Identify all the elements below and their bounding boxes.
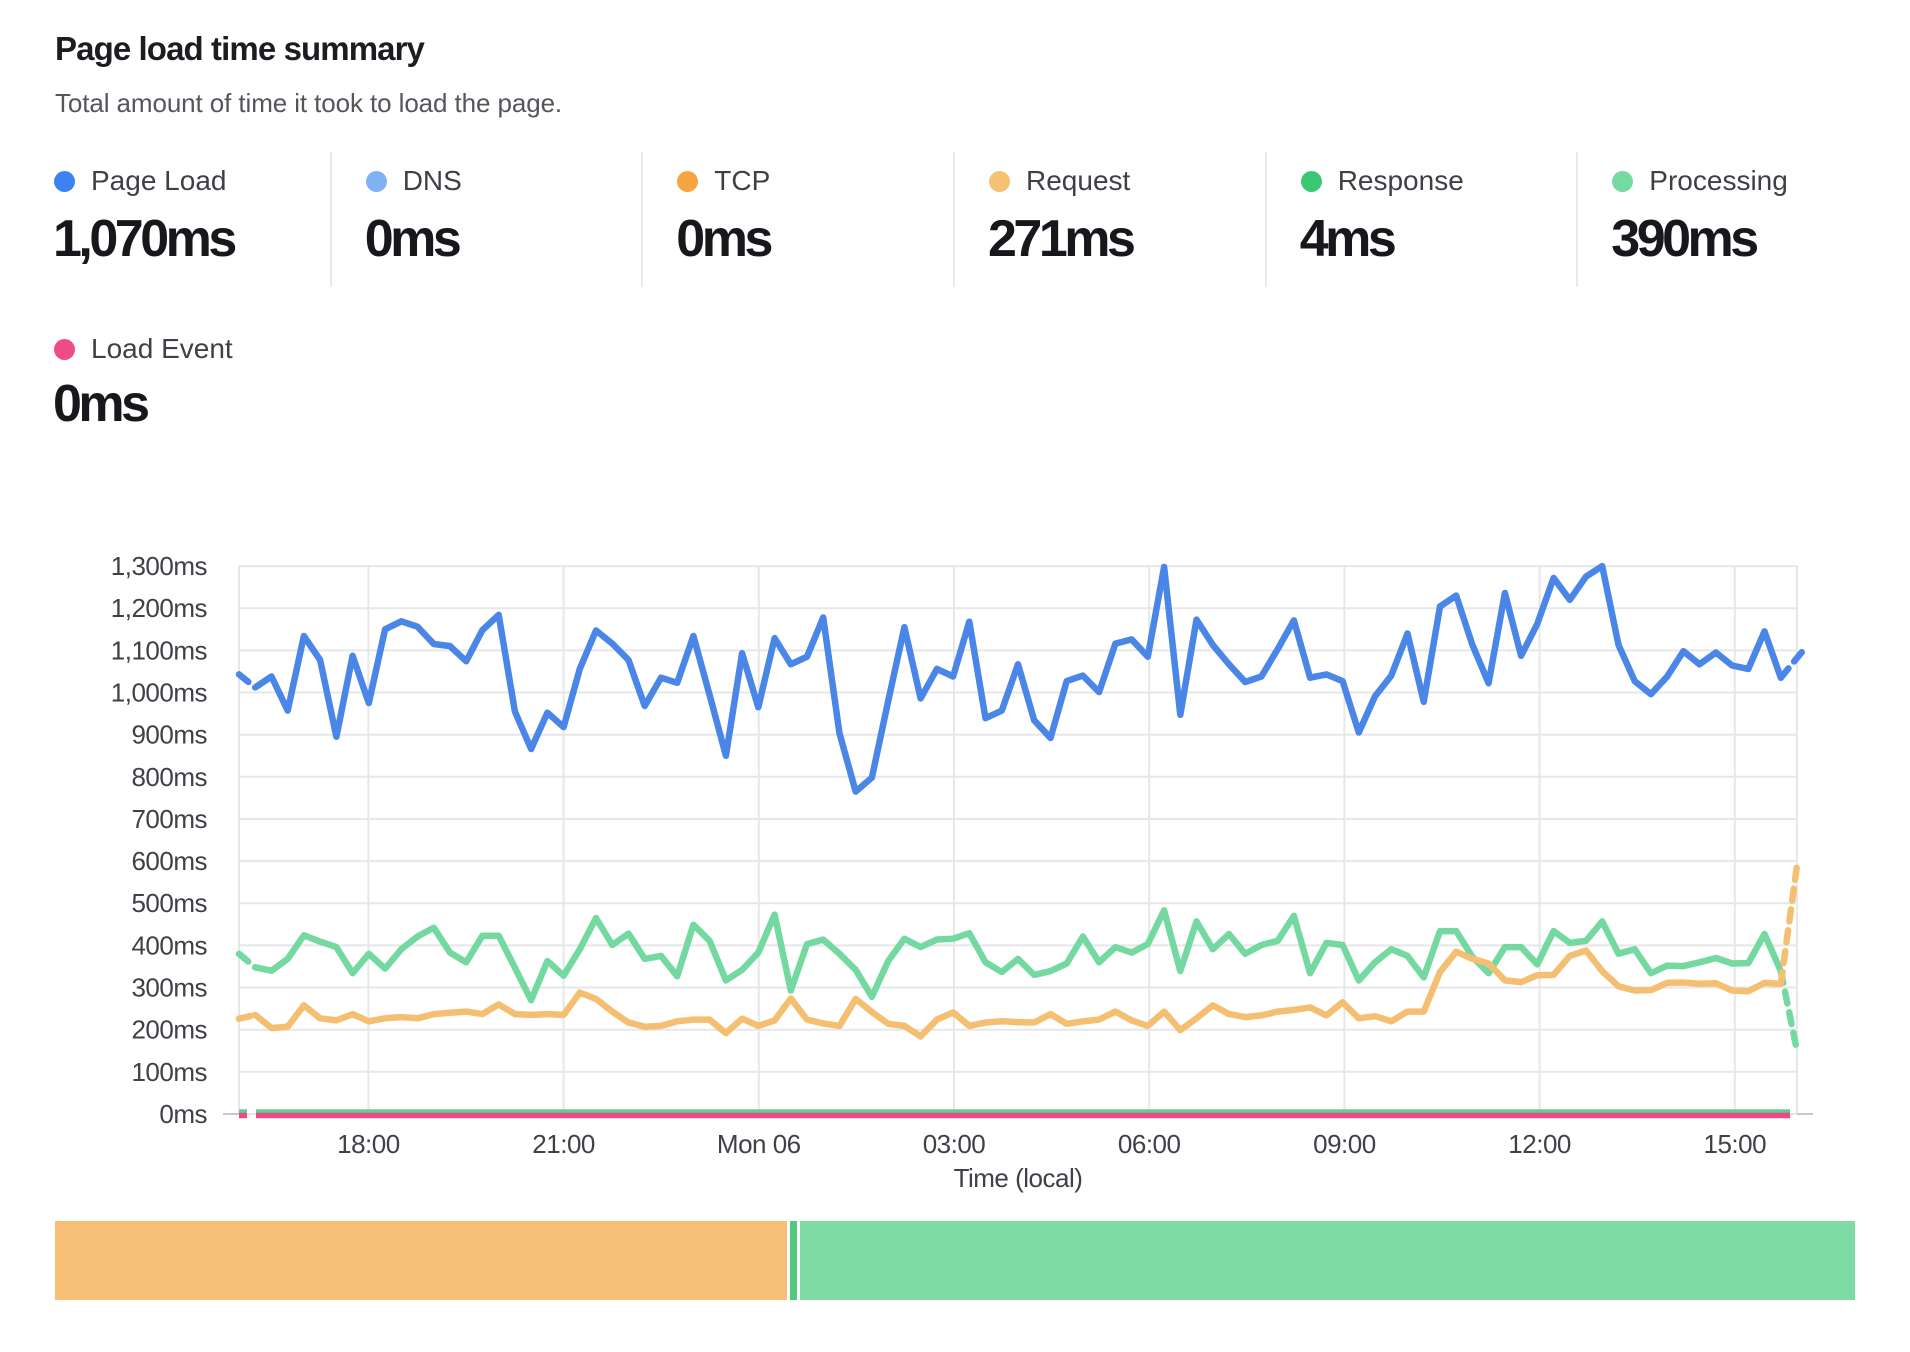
- svg-text:Time (local): Time (local): [954, 1163, 1083, 1193]
- svg-text:800ms: 800ms: [131, 762, 207, 792]
- svg-text:1,200ms: 1,200ms: [111, 593, 208, 623]
- svg-text:600ms: 600ms: [131, 846, 207, 876]
- svg-text:06:00: 06:00: [1118, 1129, 1181, 1159]
- svg-text:300ms: 300ms: [131, 973, 207, 1003]
- svg-text:Mon 06: Mon 06: [717, 1129, 801, 1159]
- svg-text:100ms: 100ms: [131, 1057, 207, 1087]
- svg-text:200ms: 200ms: [131, 1015, 207, 1045]
- svg-text:700ms: 700ms: [131, 804, 207, 834]
- svg-text:15:00: 15:00: [1704, 1129, 1767, 1159]
- svg-text:400ms: 400ms: [131, 930, 207, 960]
- svg-text:0ms: 0ms: [159, 1099, 207, 1129]
- svg-text:18:00: 18:00: [337, 1129, 400, 1159]
- svg-text:12:00: 12:00: [1508, 1129, 1571, 1159]
- svg-text:500ms: 500ms: [131, 888, 207, 918]
- svg-text:1,300ms: 1,300ms: [111, 551, 208, 581]
- svg-text:09:00: 09:00: [1313, 1129, 1376, 1159]
- svg-text:03:00: 03:00: [923, 1129, 986, 1159]
- svg-text:1,100ms: 1,100ms: [111, 635, 208, 665]
- svg-text:1,000ms: 1,000ms: [111, 678, 208, 708]
- svg-text:21:00: 21:00: [532, 1129, 595, 1159]
- svg-text:900ms: 900ms: [131, 720, 207, 750]
